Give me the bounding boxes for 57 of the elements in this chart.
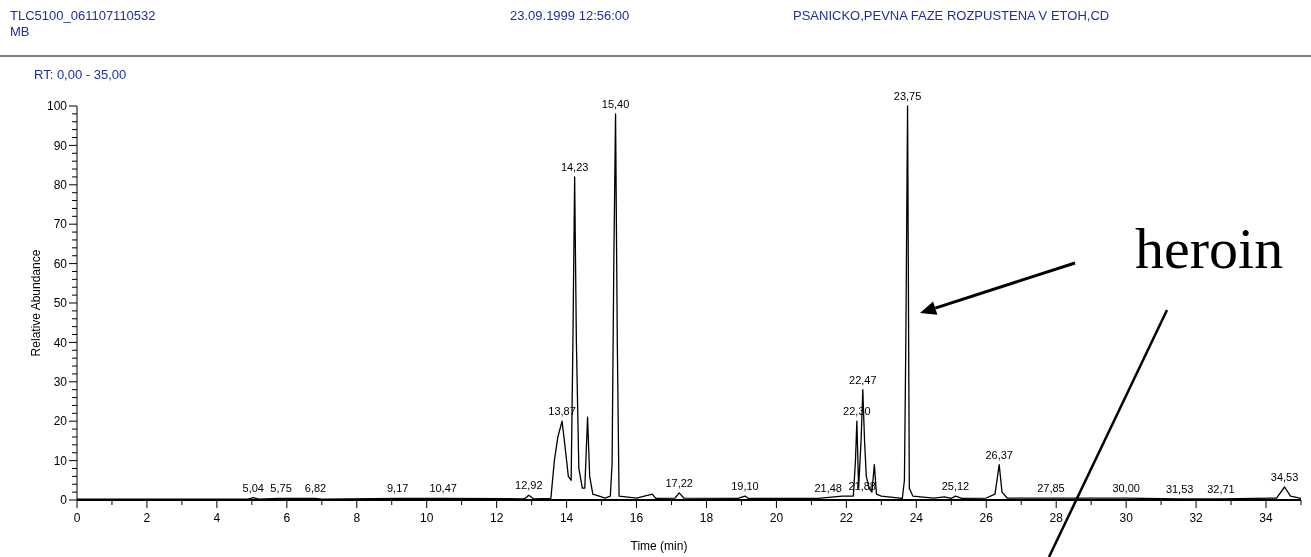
annotation: 23,75 <box>893 90 922 102</box>
annotation: 19,10 <box>731 480 759 493</box>
x-tick-label: 22 <box>839 511 854 525</box>
x-tick-label: 34 <box>1259 511 1274 525</box>
x-tick-label: 8 <box>353 511 361 525</box>
annotation: 9,17 <box>386 482 409 495</box>
x-tick-label: 16 <box>629 511 644 525</box>
annotation: 26,37 <box>985 448 1013 461</box>
y-tick-label: 20 <box>53 414 68 429</box>
annotation: 15,40 <box>601 97 630 110</box>
y-tick-label: 90 <box>53 138 68 153</box>
annotation: 14,23 <box>560 160 589 173</box>
annotation: 5,04 <box>242 481 264 494</box>
annotation: 6,82 <box>304 482 327 495</box>
text: RT: 0,00 - 35,00 <box>34 67 127 82</box>
x-tick-label: 18 <box>699 511 714 525</box>
annotation: 31,53 <box>1165 482 1194 495</box>
annotation: 32,71 <box>1207 482 1235 495</box>
y-tick-label: 70 <box>53 217 68 232</box>
text: TLC5100_061107110532 <box>10 8 156 23</box>
x-tick-label: 6 <box>283 511 291 525</box>
y-axis-title: Relative Abundance <box>29 249 43 357</box>
x-tick-label: 20 <box>769 511 784 525</box>
annotation: 22,47 <box>849 373 877 386</box>
y-tick-label: 0 <box>60 493 68 508</box>
y-tick-label: 40 <box>53 335 68 350</box>
annotation: 34,53 <box>1270 471 1299 483</box>
annotation: 12,92 <box>515 479 543 492</box>
y-tick-label: 50 <box>53 296 68 311</box>
x-tick-label: 10 <box>420 511 434 525</box>
text: MB <box>10 24 30 39</box>
y-tick-label: 60 <box>53 256 68 271</box>
x-axis-title: Time (min) <box>630 539 688 553</box>
y-tick-label: 100 <box>46 99 68 114</box>
annotation: 27,85 <box>1037 482 1065 495</box>
annotation: 21,48 <box>814 482 842 495</box>
x-tick-label: 0 <box>73 511 81 525</box>
x-tick-label: 4 <box>213 511 221 525</box>
x-tick-label: 30 <box>1119 511 1134 525</box>
text: 23.09.1999 12:56:00 <box>510 8 630 23</box>
annotation: 17,22 <box>665 476 693 489</box>
annotation: heroin <box>1135 216 1284 281</box>
y-tick-label: 10 <box>53 453 68 468</box>
text: PSANICKO,PEVNA FAZE ROZPUSTENA V ETOH,CD <box>793 8 1110 23</box>
annotation: 30,00 <box>1112 482 1140 495</box>
x-tick-label: 2 <box>143 511 151 525</box>
x-tick-label: 14 <box>559 511 574 525</box>
y-tick-label: 80 <box>53 178 68 192</box>
x-tick-label: 12 <box>489 511 504 525</box>
x-tick-label: 32 <box>1189 511 1204 525</box>
x-tick-label: 26 <box>979 511 994 525</box>
annotation: 5,75 <box>270 482 292 495</box>
annotation: 10,47 <box>429 482 457 495</box>
annotation: 25,12 <box>941 480 970 493</box>
y-tick-label: 30 <box>53 375 68 389</box>
x-tick-label: 24 <box>909 511 924 525</box>
x-tick-label: 28 <box>1049 511 1064 525</box>
